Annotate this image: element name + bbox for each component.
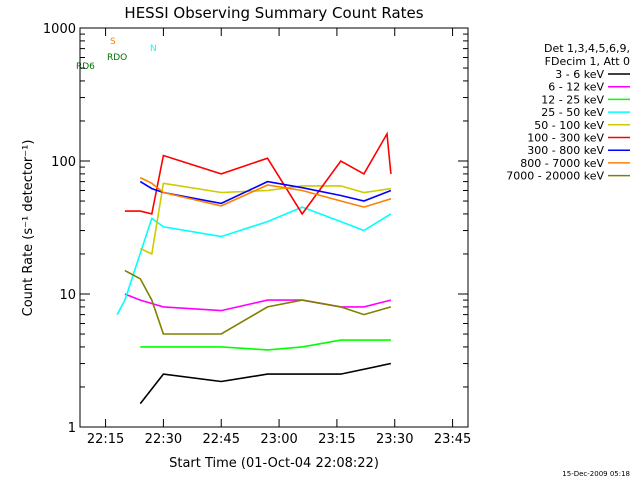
- y-tick-label-1: 10: [59, 288, 76, 303]
- legend-label-6: 300 - 800 keV: [527, 144, 604, 157]
- y-tick-label-3: 1000: [43, 22, 76, 37]
- flag-label-rd6: RD6: [76, 62, 95, 72]
- legend-header-line-2: FDecim 1, Att 0: [545, 55, 630, 68]
- series-line-2: [140, 339, 391, 351]
- legend-label-1: 6 - 12 keV: [548, 81, 604, 94]
- series-line-1: [124, 293, 392, 312]
- x-tick-label-1: 22:30: [145, 432, 182, 447]
- series-line-0: [139, 362, 392, 405]
- y-axis-label: Count Rate (s⁻¹ detector⁻¹): [21, 140, 36, 317]
- legend-label-2: 12 - 25 keV: [541, 93, 604, 106]
- x-tick-label-4: 23:15: [318, 432, 355, 447]
- y-tick-label-2: 100: [51, 155, 76, 170]
- x-tick-label-5: 23:30: [376, 432, 413, 447]
- legend-header-line-1: Det 1,3,4,5,6,9,: [544, 42, 630, 55]
- legend-label-0: 3 - 6 keV: [555, 68, 604, 81]
- flag-label-rdo: RDO: [107, 53, 127, 63]
- series-line-8: [124, 269, 392, 335]
- x-axis-label: Start Time (01-Oct-04 22:08:22): [169, 456, 379, 471]
- series-line-6: [139, 180, 392, 205]
- legend-label-7: 800 - 7000 keV: [520, 157, 604, 170]
- legend-label-3: 25 - 50 keV: [541, 106, 604, 119]
- x-tick-label-2: 22:45: [203, 432, 240, 447]
- legend-label-8: 7000 - 20000 keV: [506, 170, 604, 183]
- chart-title: HESSI Observing Summary Count Rates: [124, 4, 423, 22]
- plot-frame: [79, 27, 469, 428]
- flag-label-s: S: [110, 37, 116, 47]
- series-line-5: [124, 131, 392, 216]
- x-tick-label-3: 23:00: [260, 432, 297, 447]
- legend-label-5: 100 - 300 keV: [527, 132, 604, 145]
- legend-label-4: 50 - 100 keV: [534, 119, 604, 132]
- flag-label-n: N: [150, 44, 157, 54]
- series-line-4: [139, 182, 392, 256]
- footer-date: 15-Dec-2009 05:18: [562, 470, 630, 478]
- series-line-3: [116, 206, 392, 315]
- x-tick-label-6: 23:45: [434, 432, 471, 447]
- y-tick-label-0: 1: [68, 421, 76, 436]
- x-tick-label-0: 22:15: [87, 432, 124, 447]
- series-line-7: [139, 176, 392, 208]
